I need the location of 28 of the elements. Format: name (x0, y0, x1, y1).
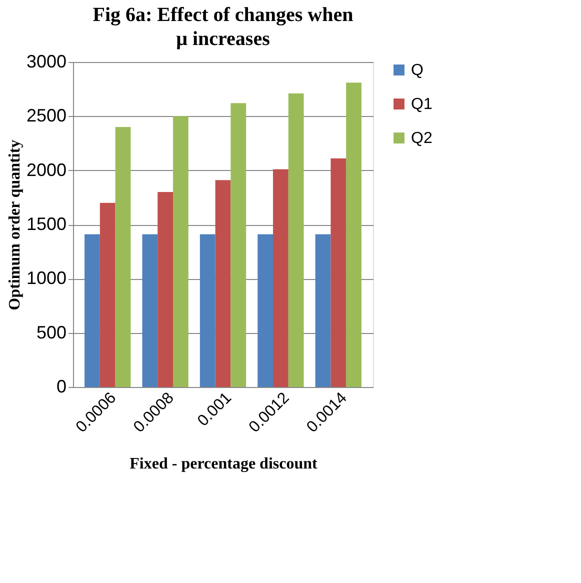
bar (200, 234, 216, 387)
y-tick-label: 1000 (26, 268, 66, 288)
bar (215, 180, 231, 387)
y-tick-label: 500 (36, 322, 66, 342)
bar (84, 234, 100, 387)
y-axis-title: Optimum order quantity (6, 140, 24, 310)
y-tick-label: 0 (56, 376, 66, 396)
bar (173, 116, 188, 387)
bar (115, 127, 131, 387)
bar (258, 234, 273, 387)
bar (100, 202, 116, 387)
bar (346, 82, 362, 387)
legend-label: Q (411, 62, 424, 79)
y-tick-label: 2000 (26, 160, 66, 180)
chart-title: Fig 6a: Effect of changes when μ increases (92, 4, 354, 50)
legend-label: Q1 (411, 96, 432, 113)
bar (158, 192, 173, 387)
bar (273, 169, 288, 387)
legend-label: Q2 (411, 130, 432, 147)
bar (142, 234, 158, 387)
bar (288, 93, 304, 387)
bar (315, 234, 331, 387)
x-axis-title: Fixed - percentage discount (130, 455, 318, 472)
bar (230, 103, 246, 387)
bar (330, 158, 346, 387)
y-tick-label: 3000 (26, 52, 66, 72)
y-tick-label: 1500 (26, 214, 66, 234)
y-tick-label: 2500 (26, 106, 66, 126)
